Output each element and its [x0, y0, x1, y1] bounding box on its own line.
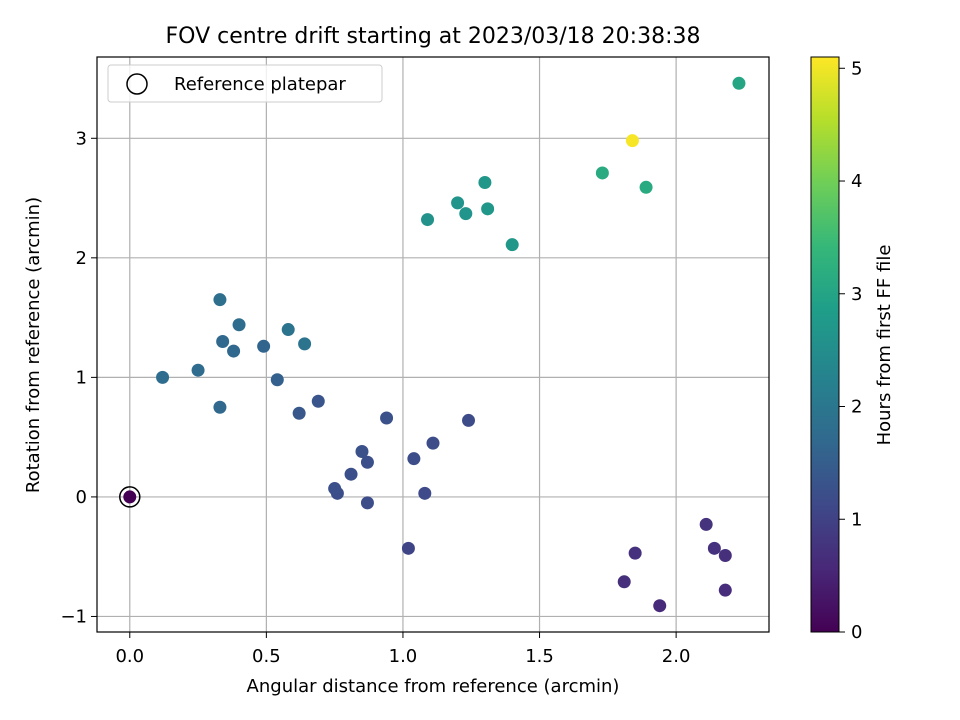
- x-axis-ticks: 0.0 0.5 1.0 1.5 2.0: [115, 632, 690, 667]
- legend-marker-icon: [126, 73, 148, 95]
- scatter-point: [281, 323, 295, 337]
- reference-platepar-marker: [119, 486, 141, 508]
- scatter-point: [227, 344, 241, 358]
- scatter-point: [292, 406, 306, 420]
- scatter-point: [401, 541, 415, 555]
- plot-background: [97, 57, 769, 632]
- reference-marker: [119, 486, 141, 508]
- x-tick-label: 0.0: [115, 646, 144, 667]
- scatter-point: [328, 482, 342, 496]
- colorbar-label: Hours from first FF file: [874, 245, 895, 446]
- legend-box: [107, 64, 383, 103]
- scatter-point: [123, 490, 137, 504]
- scatter-point: [418, 486, 432, 500]
- scatter-point: [213, 293, 227, 307]
- colorbar-tick-label: 0: [851, 622, 862, 643]
- x-tick-label: 2.0: [662, 646, 691, 667]
- scatter-point: [380, 411, 394, 425]
- y-tick-label: 3: [76, 128, 87, 149]
- scatter-point: [216, 335, 230, 349]
- grid: [97, 57, 769, 632]
- scatter-point: [639, 180, 653, 194]
- scatter-point: [156, 370, 170, 384]
- scatter-point: [451, 196, 465, 210]
- x-tick-label: 1.5: [525, 646, 554, 667]
- scatter-point: [707, 541, 721, 555]
- scatter-point: [298, 337, 312, 351]
- x-axis-label: Angular distance from reference (arcmin): [247, 676, 620, 697]
- scatter-point: [459, 207, 473, 221]
- legend: Reference platepar: [107, 64, 383, 103]
- y-tick-label: 2: [76, 248, 87, 269]
- scatter-point: [270, 373, 284, 387]
- scatter-point: [344, 467, 358, 481]
- scatter-point: [421, 213, 435, 227]
- x-tick-label: 0.5: [252, 646, 281, 667]
- scatter-point: [628, 546, 642, 560]
- scatter-point: [191, 363, 205, 377]
- colorbar-tick-label: 3: [851, 284, 862, 305]
- y-axis-label: Rotation from reference (arcmin): [23, 197, 44, 493]
- scatter-point: [311, 394, 325, 408]
- x-tick-label: 1.0: [389, 646, 418, 667]
- scatter-point: [505, 238, 519, 252]
- plot-frame: [96, 56, 770, 633]
- scatter-point: [699, 517, 713, 531]
- colorbar-ticks: 0 1 2 3 4 5: [839, 58, 862, 643]
- scatter-point: [595, 166, 609, 180]
- scatter-point: [653, 599, 667, 613]
- scatter-point: [232, 318, 246, 332]
- colorbar-tick-label: 4: [851, 171, 862, 192]
- y-tick-label: 1: [76, 367, 87, 388]
- scatter-point: [355, 444, 369, 458]
- scatter-point: [625, 134, 639, 148]
- scatter-point: [360, 496, 374, 510]
- y-tick-label: −1: [60, 606, 87, 627]
- y-tick-label: 0: [76, 487, 87, 508]
- legend-entry-reference-platepar: Reference platepar: [174, 74, 346, 95]
- scatter-point: [481, 202, 495, 216]
- scatter-point: [360, 455, 374, 469]
- scatter-point: [407, 452, 421, 466]
- colorbar-tick-label: 2: [851, 397, 862, 418]
- scatter-point: [732, 76, 746, 90]
- scatter-point: [426, 436, 440, 450]
- scatter-point: [718, 548, 732, 562]
- scatter-points: [123, 76, 746, 613]
- colorbar-tick-label: 5: [851, 58, 862, 79]
- plot-area: 0.0 0.5 1.0 1.5 2.0 −1 0 1 2 3: [60, 56, 770, 667]
- scatter-point: [213, 400, 227, 414]
- scatter-point: [462, 413, 476, 427]
- scatter-point: [257, 339, 271, 353]
- colorbar-gradient: [810, 56, 840, 633]
- colorbar-tick-label: 1: [851, 509, 862, 530]
- chart-title: FOV centre drift starting at 2023/03/18 …: [166, 24, 701, 49]
- y-axis-ticks: −1 0 1 2 3: [60, 128, 97, 627]
- colorbar: 0 1 2 3 4 5 Hours from first FF file: [810, 56, 895, 643]
- scatter-point: [718, 583, 732, 597]
- scatter-point: [478, 176, 492, 190]
- scatter-point: [617, 575, 631, 589]
